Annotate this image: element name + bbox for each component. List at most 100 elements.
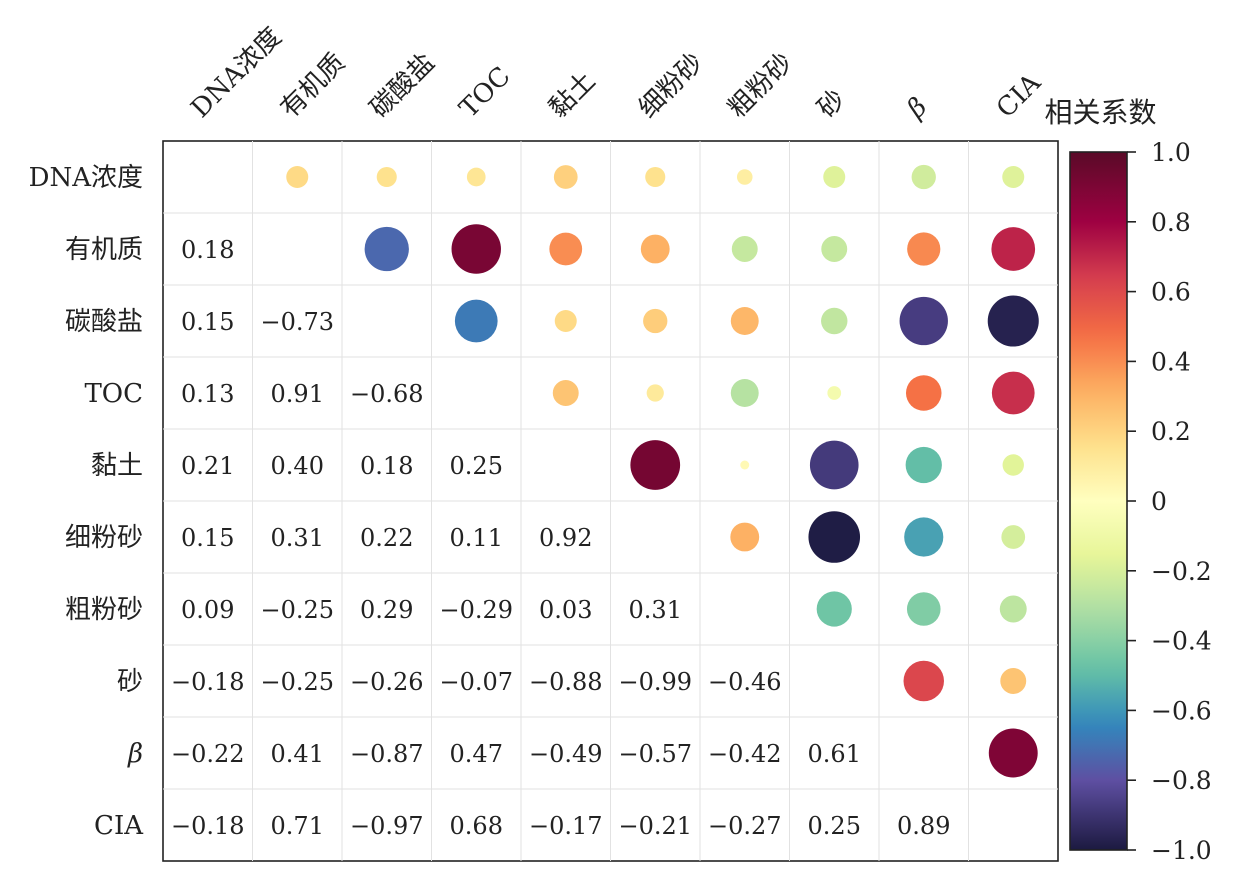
cell-value: 0.11 (450, 524, 503, 552)
cell-circle (1002, 454, 1024, 476)
column-label: β (901, 92, 934, 125)
cell-value: −0.73 (260, 308, 334, 336)
row-label: 粗粉砂 (65, 595, 143, 625)
cell-circle (987, 295, 1039, 347)
cell-circle (554, 310, 577, 332)
cell-value: −0.29 (439, 596, 513, 624)
cell-value: −0.88 (529, 668, 603, 696)
cell-circle (286, 166, 309, 188)
cell-circle (823, 166, 846, 188)
cell-circle (903, 660, 944, 702)
cell-value: −0.99 (618, 668, 692, 696)
cell-value: −0.07 (439, 668, 513, 696)
cell-circle (730, 307, 759, 335)
cell-circle (904, 517, 944, 557)
cell-circle (552, 380, 579, 406)
colorbar-tick-label: 0.6 (1151, 278, 1191, 307)
cell-circle (821, 236, 848, 262)
cell-value: −0.18 (171, 812, 245, 840)
cell-value: −0.97 (350, 812, 424, 840)
cell-circle (364, 226, 409, 272)
column-label: 有机质 (275, 48, 351, 124)
colorbar-tick-label: 0 (1151, 487, 1167, 516)
cell-circle (905, 446, 942, 484)
cell-value: 0.18 (181, 236, 234, 264)
cell-circle (991, 371, 1035, 415)
colorbar-tick-label: 1.0 (1151, 138, 1191, 167)
column-label: 粗粉砂 (722, 48, 798, 124)
column-label: 细粉砂 (633, 48, 709, 124)
cell-value: 0.25 (808, 812, 861, 840)
cell-circle (553, 165, 578, 189)
cell-value: −0.68 (350, 380, 424, 408)
cell-circle (736, 169, 753, 185)
cell-value: 0.29 (360, 596, 413, 624)
column-label: TOC (454, 61, 517, 124)
cell-circle (1000, 668, 1027, 694)
cell-circle (731, 236, 758, 262)
cell-value: 0.22 (360, 524, 413, 552)
cell-value: −0.27 (708, 812, 782, 840)
colorbar-tick-label: −0.8 (1151, 766, 1212, 795)
cell-value: 0.15 (181, 308, 234, 336)
cell-value: −0.18 (171, 668, 245, 696)
row-label: 细粉砂 (65, 523, 143, 553)
cell-circle (376, 166, 397, 188)
cell-value: −0.49 (529, 740, 603, 768)
cell-value: 0.15 (181, 524, 234, 552)
cell-circle (740, 460, 750, 470)
colorbar-tick-label: −0.6 (1151, 696, 1212, 725)
cell-value: −0.26 (350, 668, 424, 696)
row-label: 黏土 (91, 451, 143, 481)
cell-circle (646, 384, 664, 402)
cell-circle (451, 224, 501, 274)
cell-circle (907, 232, 941, 266)
cell-circle (999, 595, 1027, 623)
column-label: 碳酸盐 (364, 48, 440, 124)
cell-circle (816, 591, 852, 627)
row-label: 砂 (117, 667, 143, 697)
cell-value: 0.71 (271, 812, 324, 840)
cell-value: 0.68 (450, 812, 503, 840)
cell-value: −0.17 (529, 812, 603, 840)
cell-value: −0.46 (708, 668, 782, 696)
cell-circle (899, 296, 948, 346)
colorbar-tick-label: −1.0 (1151, 836, 1212, 865)
cell-circle (549, 232, 583, 266)
cell-circle (630, 440, 681, 490)
cell-value: 0.40 (271, 452, 324, 480)
cell-circle (1001, 525, 1026, 549)
cell-value: 0.31 (271, 524, 324, 552)
cell-value: 0.47 (450, 740, 503, 768)
cell-value: 0.25 (450, 452, 503, 480)
cell-circle (730, 379, 759, 407)
cell-value: 0.91 (271, 380, 324, 408)
cell-value: −0.57 (618, 740, 692, 768)
cell-circle (730, 522, 760, 552)
cell-circle (988, 728, 1038, 778)
row-label: 碳酸盐 (65, 307, 143, 337)
cell-value: −0.25 (260, 668, 334, 696)
cell-circle (827, 386, 842, 400)
cell-circle (466, 167, 486, 187)
colorbar-tick-label: −0.2 (1151, 557, 1212, 586)
cell-value: 0.41 (271, 740, 324, 768)
row-label: DNA浓度 (29, 163, 143, 193)
cell-circle (809, 440, 859, 490)
column-label: DNA浓度 (185, 22, 287, 124)
cell-value: 0.61 (808, 740, 861, 768)
colorbar-tick-label: 0.2 (1151, 417, 1191, 446)
cell-circle (1002, 166, 1025, 188)
cell-circle (454, 299, 498, 343)
cell-circle (645, 166, 666, 188)
colorbar-tick-label: 0.4 (1151, 347, 1191, 376)
column-label: 黏土 (543, 66, 601, 124)
row-label: CIA (94, 811, 144, 841)
cell-value: −0.42 (708, 740, 782, 768)
cell-value: 0.18 (360, 452, 413, 480)
cell-circle (911, 164, 936, 190)
row-label: TOC (84, 379, 143, 409)
colorbar-title: 相关系数 (1044, 96, 1156, 129)
